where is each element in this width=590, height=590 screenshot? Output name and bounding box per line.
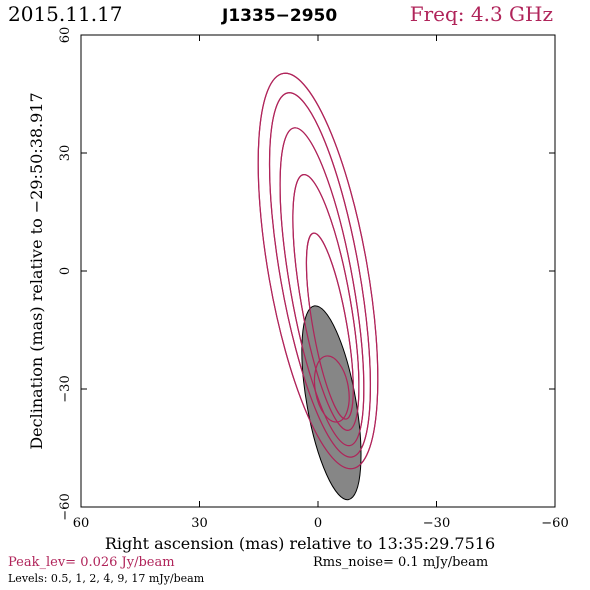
frequency-label: Freq: 4.3 GHz [410, 2, 553, 26]
beam-ellipse-group [301, 305, 362, 501]
peak-level-text: Peak_lev= 0.026 Jy/beam [8, 555, 175, 570]
x-tick-label: −60 [541, 516, 568, 531]
contour-overlay-9 [305, 232, 354, 420]
contour-lines-overlay [257, 72, 379, 470]
y-tick-label: −60 [58, 493, 73, 520]
contour-overlay-1 [268, 92, 372, 458]
y-tick-labels: 60 30 0 −30 −60 [58, 27, 73, 521]
contour-overlay-17 [313, 355, 350, 423]
contour-overlay-2 [279, 127, 365, 447]
x-tick-label: 0 [314, 516, 322, 531]
x-tick-label: 30 [191, 516, 208, 531]
source-name: J1335−2950 [221, 6, 337, 26]
rms-noise-text: Rms_noise= 0.1 mJy/beam [313, 555, 488, 570]
beam-ellipse [301, 305, 362, 501]
y-tick-label: 0 [58, 267, 73, 275]
x-axis-label: Right ascension (mas) relative to 13:35:… [105, 534, 495, 553]
x-tick-label: 60 [73, 516, 90, 531]
y-tick-label: 30 [58, 145, 73, 162]
observation-date: 2015.11.17 [8, 2, 123, 26]
contour-overlay-4 [292, 173, 360, 431]
contour-levels-text: Levels: 0.5, 1, 2, 4, 9, 17 mJy/beam [8, 572, 205, 585]
axis-ticks [80, 34, 556, 508]
y-axis-label: Declination (mas) relative to −29:50:38.… [27, 92, 46, 449]
x-tick-label: −30 [423, 516, 450, 531]
y-tick-label: −30 [58, 375, 73, 402]
x-tick-labels: 60 30 0 −30 −60 [73, 516, 569, 531]
y-tick-label: 60 [58, 27, 73, 44]
contour-overlay-0-5 [257, 72, 379, 470]
